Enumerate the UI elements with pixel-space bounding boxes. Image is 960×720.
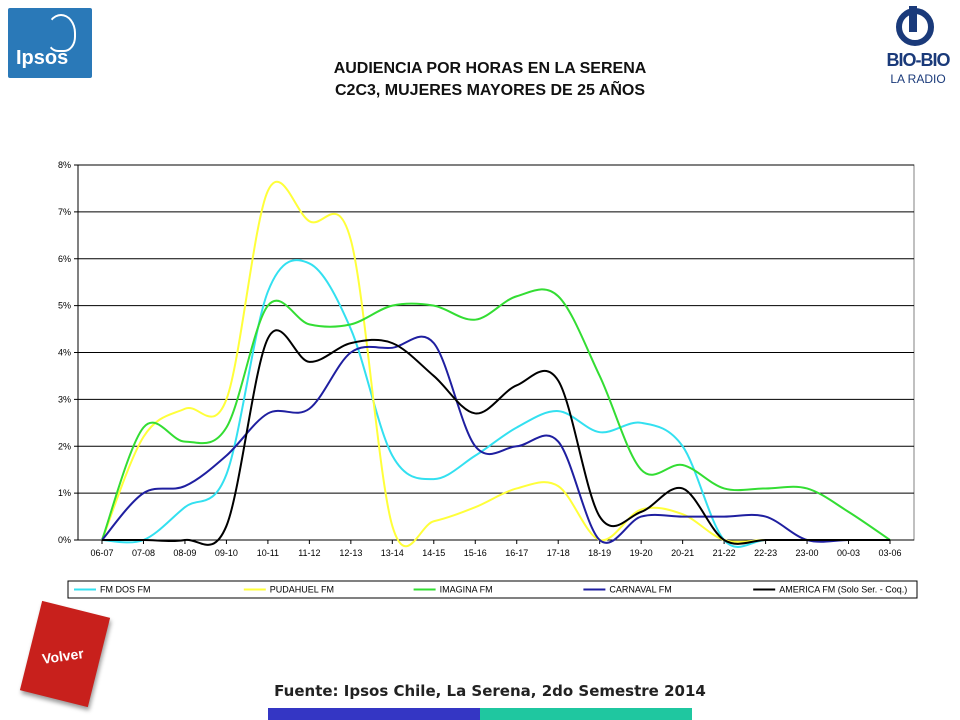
footer-bar-blue bbox=[268, 708, 480, 720]
y-tick-label: 6% bbox=[58, 254, 71, 264]
source-note: Fuente: Ipsos Chile, La Serena, 2do Seme… bbox=[274, 682, 706, 700]
x-tick-label: 10-11 bbox=[257, 548, 279, 558]
x-tick-label: 00-03 bbox=[837, 548, 860, 558]
biobio-logo-text: BIO-BIO bbox=[886, 50, 951, 70]
legend-label: PUDAHUEL FM bbox=[270, 585, 334, 595]
x-tick-label: 08-09 bbox=[173, 548, 196, 558]
title-line-2: C2C3, MUJERES MAYORES DE 25 AÑOS bbox=[334, 82, 645, 99]
legend-label: CARNAVAL FM bbox=[609, 585, 671, 595]
y-tick-label: 0% bbox=[58, 535, 71, 545]
y-tick-label: 3% bbox=[58, 394, 71, 404]
x-tick-label: 16-17 bbox=[505, 548, 528, 558]
series-line bbox=[101, 335, 890, 544]
ipsos-logo: Ipsos bbox=[8, 8, 92, 78]
title-line-1: AUDIENCIA POR HORAS EN LA SERENA bbox=[333, 60, 647, 77]
page-title: AUDIENCIA POR HORAS EN LA SERENA C2C3, M… bbox=[200, 58, 780, 102]
y-tick-label: 5% bbox=[58, 301, 71, 311]
series-line bbox=[101, 288, 891, 541]
ipsos-head-icon bbox=[46, 14, 76, 52]
legend-label: IMAGINA FM bbox=[440, 585, 493, 595]
x-tick-label: 12-13 bbox=[339, 548, 362, 558]
footer-bar-teal bbox=[480, 708, 692, 720]
x-tick-label: 20-21 bbox=[671, 548, 694, 558]
x-tick-label: 23-00 bbox=[796, 548, 819, 558]
x-tick-label: 17-18 bbox=[547, 548, 570, 558]
x-tick-label: 13-14 bbox=[381, 548, 404, 558]
x-tick-label: 11-12 bbox=[298, 548, 320, 558]
biobio-logo: BIO-BIO LA RADIO bbox=[880, 6, 956, 100]
legend-label: FM DOS FM bbox=[100, 585, 151, 595]
x-tick-label: 19-20 bbox=[630, 548, 653, 558]
x-tick-label: 22-23 bbox=[754, 548, 777, 558]
x-tick-label: 18-19 bbox=[588, 548, 611, 558]
x-tick-label: 21-22 bbox=[713, 548, 736, 558]
y-tick-label: 7% bbox=[58, 207, 71, 217]
ipsos-logo-text: Ipsos bbox=[16, 47, 69, 69]
y-tick-label: 2% bbox=[58, 441, 71, 451]
x-tick-label: 06-07 bbox=[90, 548, 113, 558]
legend-label: AMERICA FM (Solo Ser. - Coq.) bbox=[779, 585, 907, 595]
series-line bbox=[101, 180, 890, 548]
volver-button[interactable]: Volver bbox=[19, 600, 114, 708]
series-line bbox=[101, 259, 890, 548]
x-tick-label: 14-15 bbox=[422, 548, 445, 558]
x-tick-label: 07-08 bbox=[132, 548, 155, 558]
series-line bbox=[102, 329, 890, 546]
legend-box bbox=[67, 580, 918, 599]
y-tick-label: 1% bbox=[58, 488, 71, 498]
x-tick-label: 03-06 bbox=[878, 548, 901, 558]
biobio-logo-subtext: LA RADIO bbox=[890, 72, 946, 86]
x-tick-label: 15-16 bbox=[464, 548, 487, 558]
y-tick-label: 8% bbox=[58, 160, 71, 170]
biobio-bar-icon bbox=[909, 6, 917, 32]
y-tick-label: 4% bbox=[58, 348, 71, 358]
x-tick-label: 09-10 bbox=[215, 548, 238, 558]
